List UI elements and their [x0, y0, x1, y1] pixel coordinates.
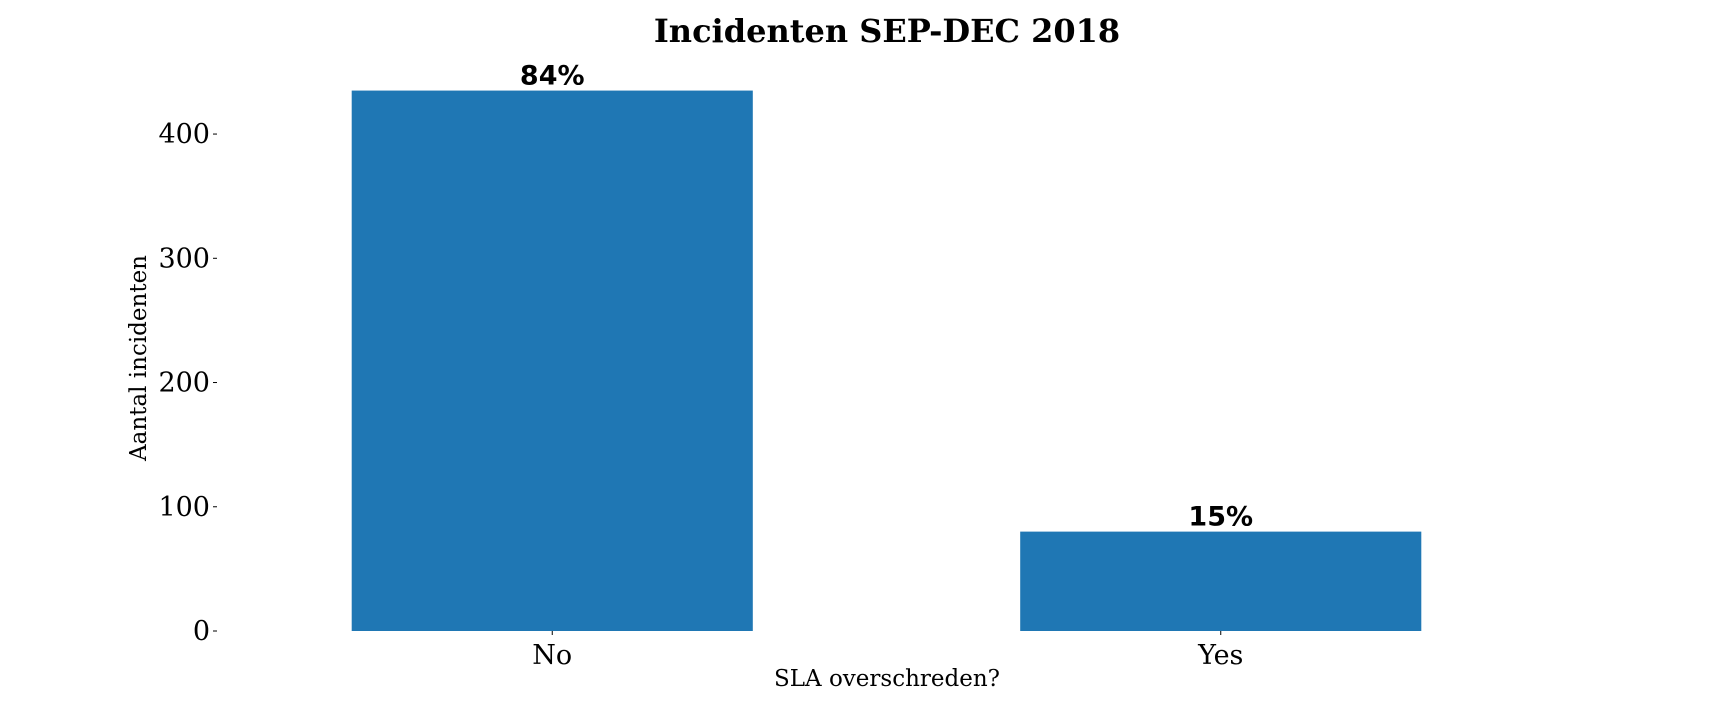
- y-axis-label: Aantal incidenten: [126, 255, 152, 462]
- bar-no: [351, 90, 753, 632]
- x-axis-ticks: No Yes: [532, 631, 1243, 671]
- y-tick-label: 300: [158, 243, 210, 274]
- chart-title: Incidenten SEP-DEC 2018: [654, 12, 1120, 50]
- x-tick-label: Yes: [1197, 640, 1243, 671]
- data-label: 84%: [520, 61, 585, 92]
- x-axis-label: SLA overschreden?: [774, 666, 1000, 692]
- y-tick-label: 400: [158, 119, 210, 150]
- bar-yes: [1020, 531, 1422, 631]
- y-tick-label: 0: [193, 616, 210, 647]
- bars: 84% 15%: [351, 61, 1422, 632]
- y-tick-label: 200: [158, 368, 210, 399]
- data-label: 15%: [1188, 502, 1253, 533]
- y-axis-ticks: 0 100 200 300 400: [158, 119, 217, 647]
- y-tick-label: 100: [158, 492, 210, 523]
- x-tick-label: No: [532, 640, 572, 671]
